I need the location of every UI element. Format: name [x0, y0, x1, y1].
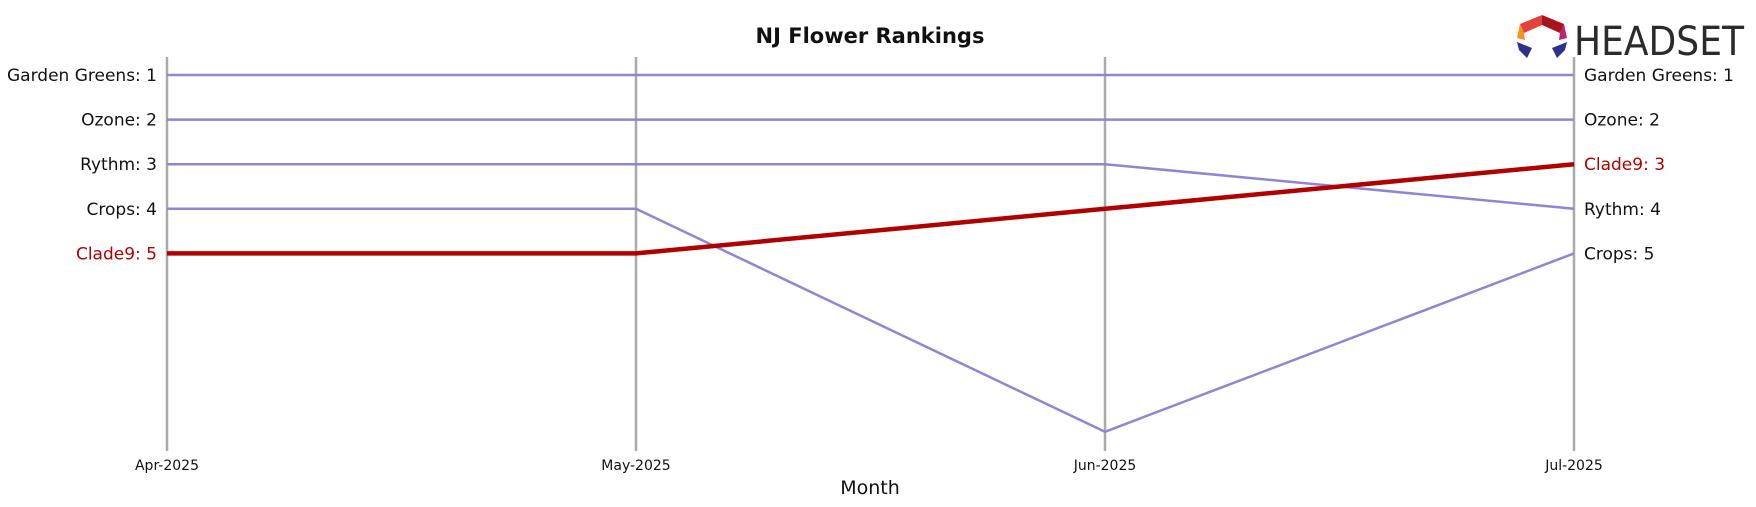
x-axis-ticks: Apr-2025 May-2025 Jun-2025 Jul-2025 [135, 458, 1603, 474]
x-axis-label: Month [840, 477, 900, 499]
left-label-crops: Crops: 4 [87, 200, 157, 220]
right-label-clade9: Clade9: 3 [1584, 155, 1665, 175]
headset-logo-wordmark: HEADSET [1574, 19, 1744, 65]
left-label-garden-greens: Garden Greens: 1 [7, 66, 157, 86]
series-line-crops [167, 207, 1575, 434]
headset-logo-mark [1517, 15, 1567, 58]
left-label-clade9: Clade9: 5 [76, 244, 157, 264]
left-rank-labels: Garden Greens: 1 Ozone: 2 Rythm: 3 Crops: 4… [7, 66, 157, 264]
right-rank-labels: Garden Greens: 1 Ozone: 2 Rythm: 4 Crops: 5… [1584, 66, 1734, 264]
right-label-garden-greens: Garden Greens: 1 [1584, 66, 1734, 86]
headset-logo: HEADSET [1517, 15, 1744, 65]
x-tick-label: Jun-2025 [1073, 458, 1137, 474]
series-lines [167, 73, 1575, 434]
left-label-ozone: Ozone: 2 [81, 111, 157, 131]
x-tick-label: May-2025 [601, 458, 670, 474]
x-tick-label: Apr-2025 [135, 458, 199, 474]
left-label-rythm: Rythm: 3 [80, 155, 157, 175]
right-label-rythm: Rythm: 4 [1584, 200, 1661, 220]
right-label-crops: Crops: 5 [1584, 244, 1654, 264]
series-line-clade9 [167, 161, 1575, 256]
right-label-ozone: Ozone: 2 [1584, 111, 1660, 131]
x-tick-label: Jul-2025 [1544, 458, 1603, 474]
chart-title: NJ Flower Rankings [756, 24, 985, 48]
